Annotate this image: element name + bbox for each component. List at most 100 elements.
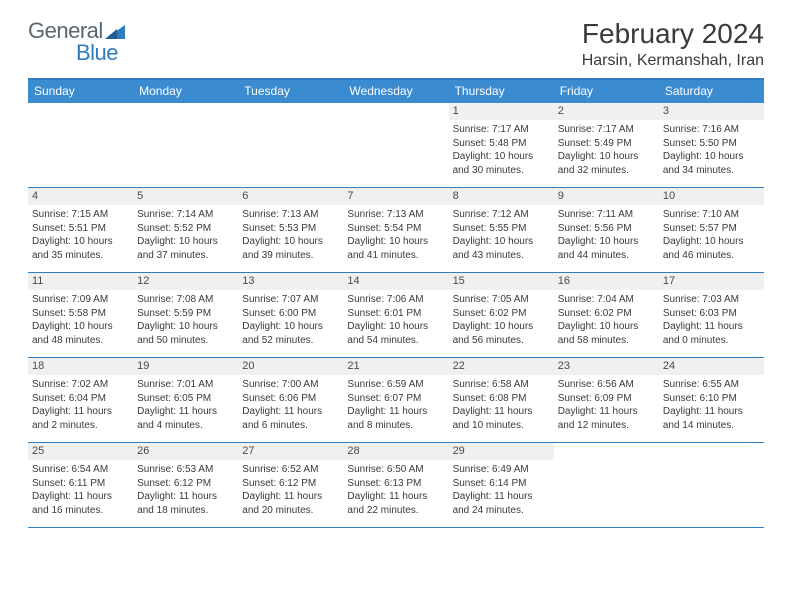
day-cell: 18Sunrise: 7:02 AMSunset: 6:04 PMDayligh… (28, 358, 133, 442)
day-cell: 23Sunrise: 6:56 AMSunset: 6:09 PMDayligh… (554, 358, 659, 442)
day-cell: 22Sunrise: 6:58 AMSunset: 6:08 PMDayligh… (449, 358, 554, 442)
day-cell: 24Sunrise: 6:55 AMSunset: 6:10 PMDayligh… (659, 358, 764, 442)
daylight-line-1: Daylight: 11 hours (453, 490, 550, 504)
day-cell: 19Sunrise: 7:01 AMSunset: 6:05 PMDayligh… (133, 358, 238, 442)
daylight-line-1: Daylight: 10 hours (453, 320, 550, 334)
day-details: Sunrise: 7:04 AMSunset: 6:02 PMDaylight:… (554, 290, 659, 351)
sunset-line: Sunset: 5:52 PM (137, 222, 234, 236)
day-of-week-header: SundayMondayTuesdayWednesdayThursdayFrid… (28, 80, 764, 103)
sunset-line: Sunset: 6:12 PM (137, 477, 234, 491)
empty-cell (133, 103, 238, 187)
daylight-line-1: Daylight: 11 hours (347, 405, 444, 419)
day-details: Sunrise: 7:10 AMSunset: 5:57 PMDaylight:… (659, 205, 764, 266)
daylight-line-1: Daylight: 10 hours (453, 150, 550, 164)
sunrise-line: Sunrise: 7:09 AM (32, 293, 129, 307)
day-cell: 7Sunrise: 7:13 AMSunset: 5:54 PMDaylight… (343, 188, 448, 272)
dow-wednesday: Wednesday (343, 80, 448, 103)
day-number: 3 (659, 103, 764, 120)
day-cell: 21Sunrise: 6:59 AMSunset: 6:07 PMDayligh… (343, 358, 448, 442)
day-number: 15 (449, 273, 554, 290)
day-number: 28 (343, 443, 448, 460)
day-number (343, 103, 448, 120)
sunrise-line: Sunrise: 7:03 AM (663, 293, 760, 307)
sunset-line: Sunset: 6:10 PM (663, 392, 760, 406)
sunset-line: Sunset: 5:50 PM (663, 137, 760, 151)
daylight-line-1: Daylight: 10 hours (137, 235, 234, 249)
sunset-line: Sunset: 5:57 PM (663, 222, 760, 236)
empty-cell (554, 443, 659, 527)
day-number: 24 (659, 358, 764, 375)
day-cell: 13Sunrise: 7:07 AMSunset: 6:00 PMDayligh… (238, 273, 343, 357)
daylight-line-2: and 39 minutes. (242, 249, 339, 263)
day-details: Sunrise: 7:05 AMSunset: 6:02 PMDaylight:… (449, 290, 554, 351)
daylight-line-2: and 20 minutes. (242, 504, 339, 518)
day-cell: 11Sunrise: 7:09 AMSunset: 5:58 PMDayligh… (28, 273, 133, 357)
day-cell: 1Sunrise: 7:17 AMSunset: 5:48 PMDaylight… (449, 103, 554, 187)
sunrise-line: Sunrise: 6:56 AM (558, 378, 655, 392)
dow-sunday: Sunday (28, 80, 133, 103)
sunset-line: Sunset: 6:13 PM (347, 477, 444, 491)
page-header: General Blue February 2024 Harsin, Kerma… (0, 0, 792, 78)
day-number: 12 (133, 273, 238, 290)
sunset-line: Sunset: 6:07 PM (347, 392, 444, 406)
daylight-line-2: and 14 minutes. (663, 419, 760, 433)
day-number (659, 443, 764, 460)
day-cell: 4Sunrise: 7:15 AMSunset: 5:51 PMDaylight… (28, 188, 133, 272)
daylight-line-1: Daylight: 10 hours (242, 235, 339, 249)
day-details: Sunrise: 6:53 AMSunset: 6:12 PMDaylight:… (133, 460, 238, 521)
dow-friday: Friday (554, 80, 659, 103)
sunrise-line: Sunrise: 7:12 AM (453, 208, 550, 222)
sunrise-line: Sunrise: 7:10 AM (663, 208, 760, 222)
day-number: 4 (28, 188, 133, 205)
sunset-line: Sunset: 5:53 PM (242, 222, 339, 236)
day-number: 14 (343, 273, 448, 290)
day-cell: 16Sunrise: 7:04 AMSunset: 6:02 PMDayligh… (554, 273, 659, 357)
sunset-line: Sunset: 6:01 PM (347, 307, 444, 321)
daylight-line-1: Daylight: 10 hours (558, 150, 655, 164)
daylight-line-1: Daylight: 10 hours (137, 320, 234, 334)
dow-thursday: Thursday (449, 80, 554, 103)
empty-cell (28, 103, 133, 187)
sunset-line: Sunset: 5:59 PM (137, 307, 234, 321)
day-number: 16 (554, 273, 659, 290)
daylight-line-2: and 22 minutes. (347, 504, 444, 518)
sunrise-line: Sunrise: 7:08 AM (137, 293, 234, 307)
dow-tuesday: Tuesday (238, 80, 343, 103)
daylight-line-1: Daylight: 11 hours (242, 490, 339, 504)
sunrise-line: Sunrise: 6:49 AM (453, 463, 550, 477)
daylight-line-2: and 30 minutes. (453, 164, 550, 178)
daylight-line-2: and 16 minutes. (32, 504, 129, 518)
day-number (133, 103, 238, 120)
day-cell: 17Sunrise: 7:03 AMSunset: 6:03 PMDayligh… (659, 273, 764, 357)
sunrise-line: Sunrise: 7:17 AM (558, 123, 655, 137)
week-row: 4Sunrise: 7:15 AMSunset: 5:51 PMDaylight… (28, 188, 764, 273)
title-block: February 2024 Harsin, Kermanshah, Iran (582, 18, 764, 70)
day-details: Sunrise: 6:54 AMSunset: 6:11 PMDaylight:… (28, 460, 133, 521)
day-details: Sunrise: 6:49 AMSunset: 6:14 PMDaylight:… (449, 460, 554, 521)
daylight-line-2: and 6 minutes. (242, 419, 339, 433)
sunrise-line: Sunrise: 6:58 AM (453, 378, 550, 392)
daylight-line-2: and 48 minutes. (32, 334, 129, 348)
daylight-line-2: and 46 minutes. (663, 249, 760, 263)
day-cell: 3Sunrise: 7:16 AMSunset: 5:50 PMDaylight… (659, 103, 764, 187)
sunset-line: Sunset: 6:05 PM (137, 392, 234, 406)
sunrise-line: Sunrise: 6:54 AM (32, 463, 129, 477)
day-number: 25 (28, 443, 133, 460)
sunrise-line: Sunrise: 7:14 AM (137, 208, 234, 222)
location-label: Harsin, Kermanshah, Iran (582, 52, 764, 70)
sunset-line: Sunset: 6:12 PM (242, 477, 339, 491)
day-number: 18 (28, 358, 133, 375)
day-details: Sunrise: 7:07 AMSunset: 6:00 PMDaylight:… (238, 290, 343, 351)
empty-cell (659, 443, 764, 527)
day-number: 23 (554, 358, 659, 375)
empty-cell (343, 103, 448, 187)
dow-monday: Monday (133, 80, 238, 103)
day-number: 6 (238, 188, 343, 205)
sunset-line: Sunset: 5:58 PM (32, 307, 129, 321)
daylight-line-1: Daylight: 11 hours (137, 405, 234, 419)
sunset-line: Sunset: 6:11 PM (32, 477, 129, 491)
daylight-line-2: and 44 minutes. (558, 249, 655, 263)
day-number (554, 443, 659, 460)
day-number: 5 (133, 188, 238, 205)
day-number: 21 (343, 358, 448, 375)
